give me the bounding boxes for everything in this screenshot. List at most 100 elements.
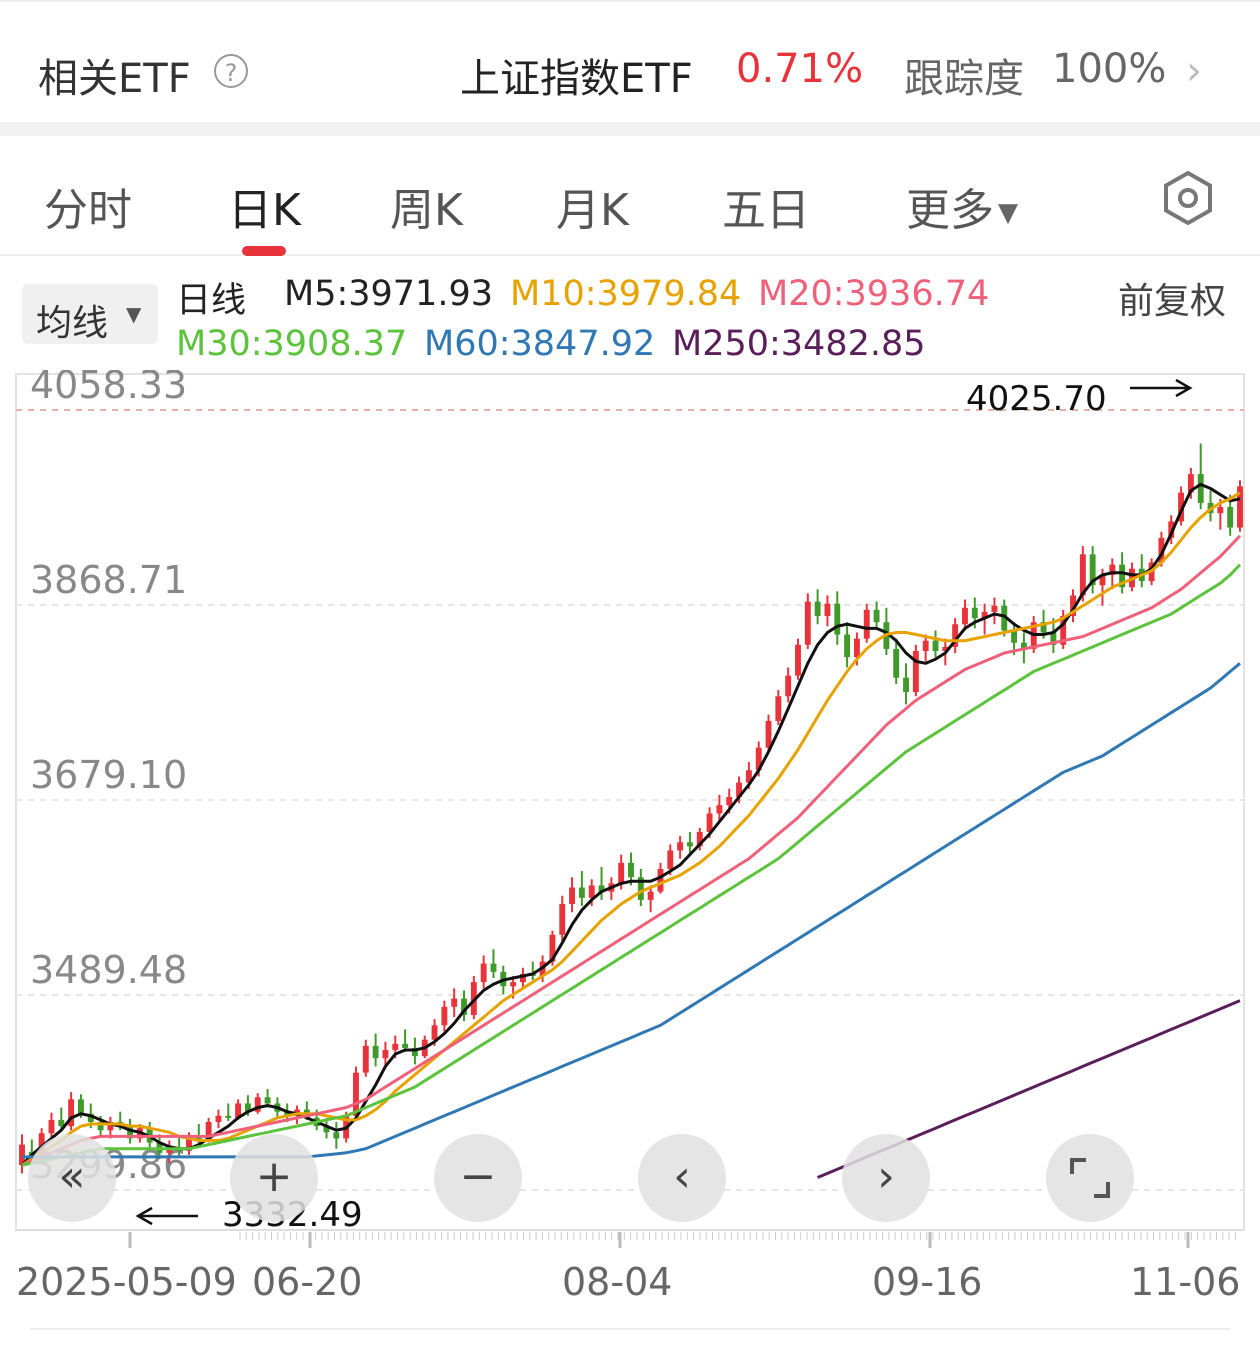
candle-body bbox=[195, 1136, 202, 1141]
candle-body bbox=[814, 601, 821, 617]
candle-body bbox=[1227, 507, 1234, 528]
candle-body bbox=[736, 782, 742, 798]
tab-weekly-k[interactable]: 周K bbox=[390, 185, 463, 236]
x-tick-label: 11-06 bbox=[1130, 1260, 1240, 1304]
candle-body bbox=[19, 1144, 25, 1166]
fullscreen-icon[interactable] bbox=[1046, 1134, 1134, 1222]
chevron-right-icon[interactable]: › bbox=[842, 1134, 930, 1222]
candle-body bbox=[461, 998, 467, 1016]
tab-daily-k[interactable]: 日K bbox=[228, 185, 301, 236]
active-tab-indicator bbox=[242, 246, 286, 256]
candle-body bbox=[726, 797, 733, 806]
legend-m5: M5:3971.93 bbox=[284, 274, 493, 314]
ma-line-m30 bbox=[21, 563, 1242, 1167]
candle-body bbox=[205, 1121, 212, 1141]
candle-body bbox=[97, 1121, 104, 1131]
candle-body bbox=[677, 842, 684, 851]
candle-body bbox=[1119, 564, 1126, 588]
legend-m30: M30:3908.37 bbox=[176, 324, 408, 364]
candle-body bbox=[520, 973, 526, 983]
y-tick-label: 3868.71 bbox=[30, 558, 187, 602]
candle-body bbox=[1237, 486, 1243, 528]
candle-body bbox=[1109, 564, 1116, 575]
candle-body bbox=[353, 1072, 359, 1116]
candle-body bbox=[68, 1099, 75, 1127]
zoom-out-icon[interactable]: − bbox=[434, 1134, 522, 1222]
candle-body bbox=[932, 640, 939, 651]
candle-body bbox=[264, 1097, 271, 1104]
question-circle-icon[interactable]: ? bbox=[214, 54, 248, 88]
tab-more[interactable]: 更多 ▼ bbox=[906, 174, 1018, 238]
candle-body bbox=[392, 1043, 399, 1050]
candle-body bbox=[657, 868, 664, 892]
tab-intraday[interactable]: 分时 bbox=[44, 185, 132, 236]
candle-body bbox=[981, 611, 988, 619]
candle-body bbox=[637, 877, 644, 900]
y-tick-label: 4058.33 bbox=[30, 370, 187, 407]
related-etf-bar[interactable]: 相关ETF ? 上证指数ETF 0.71% 跟踪度 100% › bbox=[0, 0, 1260, 124]
etf-name[interactable]: 上证指数ETF bbox=[460, 56, 693, 102]
caret-down-icon: ▼ bbox=[998, 198, 1018, 228]
tracking-value: 100% bbox=[1052, 46, 1167, 92]
candle-body bbox=[1158, 537, 1165, 563]
candle-body bbox=[834, 603, 841, 635]
candle-body bbox=[1060, 616, 1067, 645]
hexagon-settings-icon[interactable] bbox=[1160, 170, 1216, 226]
candle-body bbox=[952, 624, 959, 647]
candle-body bbox=[431, 1025, 438, 1040]
candle-body bbox=[745, 770, 752, 783]
high-arrow bbox=[1130, 378, 1193, 398]
plot-frame bbox=[15, 373, 1245, 1231]
tab-five-day[interactable]: 五日 bbox=[722, 185, 810, 236]
candle-body bbox=[667, 850, 674, 869]
tab-monthly-k[interactable]: 月K bbox=[556, 185, 629, 236]
candle-body bbox=[588, 885, 595, 898]
candle-body bbox=[244, 1103, 251, 1112]
candle-body bbox=[893, 648, 900, 678]
ma-line-m20 bbox=[21, 534, 1242, 1167]
candle-body bbox=[795, 644, 801, 676]
candle-body bbox=[362, 1045, 369, 1073]
candle-body bbox=[107, 1121, 114, 1131]
candle-body bbox=[1099, 574, 1106, 586]
candle-body bbox=[166, 1147, 173, 1153]
candle-body bbox=[765, 720, 772, 748]
ma-line-m10 bbox=[21, 491, 1241, 1167]
candle-body bbox=[559, 903, 566, 935]
period-label: 日线 bbox=[176, 281, 247, 321]
ma-selector[interactable]: 均线 ▼ bbox=[22, 284, 158, 344]
candle-body bbox=[1187, 474, 1194, 493]
candle-body bbox=[549, 934, 556, 962]
candle-body bbox=[863, 609, 870, 639]
candle-body bbox=[215, 1115, 222, 1122]
candle-body bbox=[853, 638, 860, 658]
candle-body bbox=[284, 1111, 291, 1116]
candle-body bbox=[441, 1006, 448, 1026]
candle-body bbox=[1197, 474, 1204, 503]
chevron-right-icon[interactable]: › bbox=[1186, 48, 1202, 94]
legend-m10: M10:3979.84 bbox=[510, 274, 742, 314]
ma-selector-label: 均线 bbox=[36, 303, 109, 344]
candle-body bbox=[1001, 605, 1008, 631]
candle-body bbox=[844, 634, 851, 658]
chevron-left-icon[interactable]: ‹ bbox=[638, 1134, 726, 1222]
zoom-in-icon[interactable]: + bbox=[230, 1134, 318, 1222]
x-tick-label: 08-04 bbox=[562, 1260, 672, 1304]
candle-body bbox=[922, 640, 929, 651]
candle-body bbox=[618, 862, 625, 884]
candle-body bbox=[225, 1115, 232, 1118]
candle-body bbox=[775, 696, 782, 721]
candle-body bbox=[1178, 492, 1185, 522]
adjust-mode-button[interactable]: 前复权 bbox=[1118, 281, 1227, 322]
candle-body bbox=[706, 813, 713, 832]
section-divider bbox=[0, 122, 1260, 136]
candle-body bbox=[372, 1045, 379, 1059]
double-chevron-left-icon[interactable]: « bbox=[28, 1134, 116, 1222]
candle-body bbox=[647, 891, 654, 900]
candle-body bbox=[48, 1119, 55, 1134]
related-etf-title: 相关ETF bbox=[38, 56, 191, 102]
candle-body bbox=[873, 609, 880, 623]
candle-body bbox=[77, 1099, 84, 1114]
candle-body bbox=[1070, 595, 1076, 617]
